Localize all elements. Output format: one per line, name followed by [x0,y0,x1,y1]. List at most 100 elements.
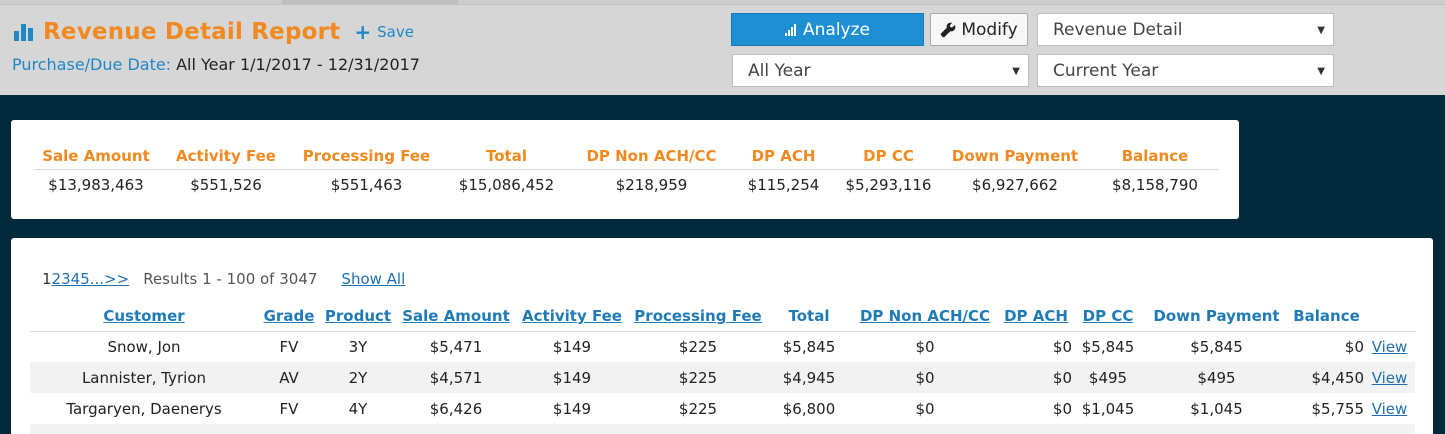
year-select[interactable]: Current Year ▼ [1037,54,1334,87]
column-header-actions [1364,302,1415,332]
summary-header: Down Payment [939,143,1091,170]
cell-product: 2Y [320,362,396,393]
cell-down-payment: $495 [1144,362,1289,393]
cell-dp-cc: $5,845 [1081,337,1135,356]
cell-product: 4Y [348,399,368,418]
table-row-partial [30,424,1415,434]
cell-grade: FV [279,337,299,356]
cell-activity-fee: $149 [552,337,592,356]
cell-balance: $4,450 [1289,362,1364,393]
cell-product: 3Y [348,337,368,356]
cell-balance: $5,755 [1311,399,1365,418]
cell-balance: $0 [1344,337,1364,356]
date-range-label: Purchase/Due Date: [12,55,172,74]
cell-processing-fee: $225 [628,362,768,393]
summary-value: $551,526 [190,176,262,195]
bar-chart-icon [12,21,36,43]
column-header-activity-fee[interactable]: Activity Fee [516,302,628,332]
plus-icon: + [354,20,372,44]
period-value: All Year [748,60,811,81]
cell-dp-ach: $0 [1052,337,1072,356]
column-header-dp-non-ach-cc[interactable]: DP Non ACH/CC [850,302,1000,332]
summary-header: Activity Fee [158,143,294,170]
page-link-2[interactable]: 2 [51,270,62,288]
summary-header: Sale Amount [34,143,158,170]
date-range: Purchase/Due Date: All Year 1/1/2017 - 12… [12,55,420,74]
column-header-dp-ach[interactable]: DP ACH [1000,302,1072,332]
summary-header: Balance [1091,143,1219,170]
column-header-dp-cc[interactable]: DP CC [1072,302,1144,332]
table-row: Targaryen, Daenerys FV 4Y $6,426 $149 $2… [30,393,1415,424]
cell-sale-amount: $4,571 [396,362,516,393]
year-value: Current Year [1053,60,1159,81]
summary-value: $13,983,463 [48,176,144,195]
cell-activity-fee: $149 [516,362,628,393]
column-header-sale-amount[interactable]: Sale Amount [396,302,516,332]
analyze-label: Analyze [803,19,870,40]
cell-down-payment: $1,045 [1190,399,1243,418]
summary-value: $551,463 [330,176,403,195]
modify-button[interactable]: Modify [930,13,1028,46]
column-header-grade[interactable]: Grade [258,302,320,332]
report-header: Revenue Detail Report + Save Purchase/Du… [0,0,1445,95]
column-header-customer[interactable]: Customer [30,302,258,332]
summary-panel: Sale Amount Activity Fee Processing Fee … [11,120,1239,219]
summary-header: DP CC [838,143,939,170]
report-type-select[interactable]: Revenue Detail ▼ [1037,13,1334,46]
show-all-link[interactable]: Show All [341,270,406,288]
page-link-3[interactable]: 3 [61,270,71,288]
page-link-4[interactable]: 4 [70,270,81,288]
table-row: Snow, Jon FV 3Y $5,471 $149 $225 $5,845 … [30,331,1415,362]
detail-panel: 1 2 3 4 5... >> Results 1 - 100 of 3047 Show … [11,238,1433,434]
summary-value: $115,254 [747,176,820,195]
title-area: Revenue Detail Report + Save [12,17,414,47]
summary-value: $15,086,452 [458,176,555,195]
summary-header: DP ACH [729,143,838,170]
summary-table: Sale Amount Activity Fee Processing Fee … [34,143,1219,201]
analyze-button[interactable]: Analyze [731,13,924,46]
wrench-icon [941,22,956,37]
view-link[interactable]: View [1371,399,1408,418]
summary-value: $8,158,790 [1112,176,1198,195]
save-button[interactable]: + Save [354,22,414,42]
date-range-value: All Year 1/1/2017 - 12/31/2017 [176,55,420,74]
signal-bars-icon [785,23,797,36]
modify-label: Modify [961,19,1018,40]
cell-dp-cc: $495 [1072,362,1144,393]
cell-down-payment: $5,845 [1190,337,1243,356]
chevron-down-icon: ▼ [1012,66,1020,77]
cell-dp-non-ach-cc: $0 [850,362,1000,393]
summary-value: $218,959 [615,176,688,195]
summary-value: $6,927,662 [972,176,1058,195]
results-count: Results 1 - 100 of 3047 [143,270,318,288]
chevron-down-icon: ▼ [1317,66,1325,77]
summary-header: DP Non ACH/CC [574,143,729,170]
column-header-processing-fee[interactable]: Processing Fee [628,302,768,332]
period-select[interactable]: All Year ▼ [732,54,1029,87]
cell-dp-ach: $0 [1052,399,1072,418]
cell-dp-non-ach-cc: $0 [915,337,935,356]
page-link-5[interactable]: 5 [80,270,90,288]
cell-view: View [1364,393,1415,424]
view-link[interactable]: View [1371,337,1408,356]
cell-total: $5,845 [782,337,836,356]
view-link[interactable]: View [1371,368,1408,387]
cell-dp-cc: $1,045 [1081,399,1135,418]
page-link-next[interactable]: >> [104,270,130,288]
summary-value: $5,293,116 [845,176,932,195]
cell-processing-fee: $225 [678,399,718,418]
cell-sale-amount: $6,426 [429,399,483,418]
save-label: Save [377,23,414,41]
current-page: 1 [42,270,52,288]
cell-sale-amount: $5,471 [429,337,483,356]
table-header-row: Customer Grade Product Sale Amount Activ… [30,302,1415,332]
cell-customer: Targaryen, Daenerys [66,399,222,418]
top-strip [0,0,1445,5]
table-row: Lannister, Tyrion AV 2Y $4,571 $149 $225… [30,362,1415,393]
cell-total: $4,945 [768,362,850,393]
cell-view: View [1364,331,1415,362]
page-link-more[interactable]: ... [89,270,105,288]
column-header-product[interactable]: Product [320,302,396,332]
cell-customer: Snow, Jon [107,337,181,356]
cell-activity-fee: $149 [552,399,592,418]
